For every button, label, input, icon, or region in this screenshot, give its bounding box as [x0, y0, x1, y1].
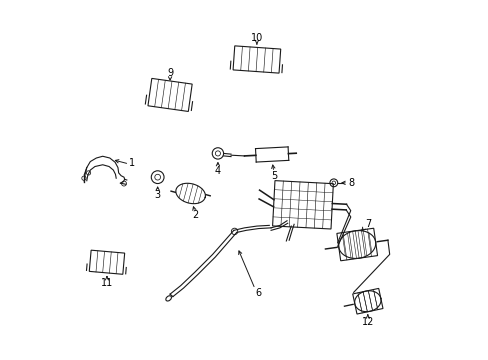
- Text: 10: 10: [250, 32, 263, 42]
- Text: 12: 12: [361, 317, 373, 327]
- Text: 2: 2: [191, 211, 198, 220]
- Text: 4: 4: [214, 166, 221, 176]
- Text: 11: 11: [101, 279, 113, 288]
- Text: 3: 3: [154, 190, 161, 200]
- Text: 5: 5: [270, 171, 277, 181]
- Text: 7: 7: [364, 219, 370, 229]
- Text: 1: 1: [129, 158, 135, 168]
- Text: 8: 8: [348, 178, 354, 188]
- Text: 9: 9: [167, 68, 173, 78]
- Text: 6: 6: [255, 288, 261, 298]
